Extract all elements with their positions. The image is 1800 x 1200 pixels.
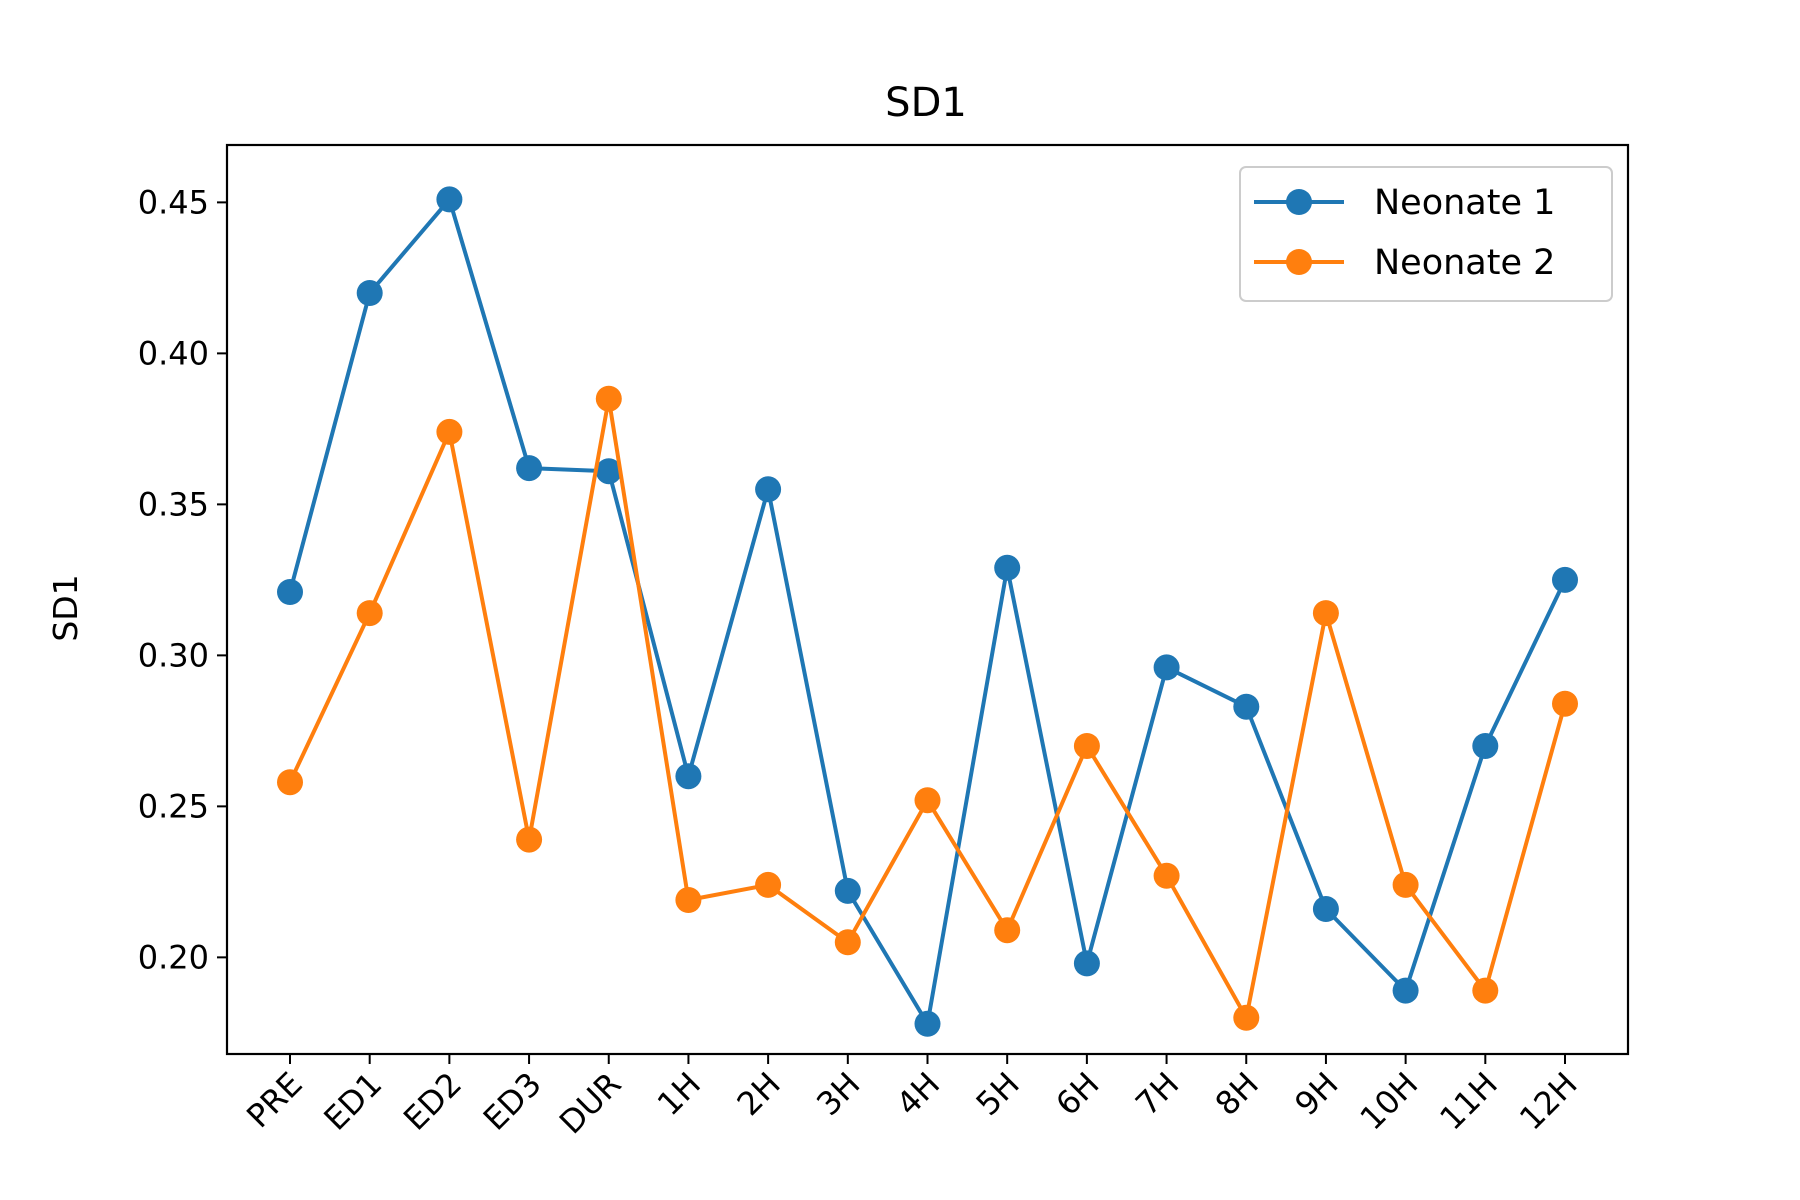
legend-marker — [1286, 189, 1312, 215]
y-tick-label: 0.25 — [138, 787, 209, 825]
data-point — [994, 917, 1021, 944]
data-point — [675, 763, 702, 790]
data-point — [1552, 690, 1578, 717]
data-point — [356, 600, 383, 627]
y-tick-label: 0.35 — [138, 485, 209, 523]
data-point — [595, 385, 622, 412]
data-point — [1472, 977, 1499, 1004]
y-axis-label: SD1 — [46, 574, 85, 641]
y-tick-label: 0.30 — [138, 636, 209, 674]
data-point — [994, 554, 1021, 581]
data-point — [1073, 950, 1100, 977]
legend-marker — [1286, 249, 1312, 275]
data-point — [1153, 862, 1180, 889]
data-point — [516, 826, 543, 853]
data-point — [277, 579, 303, 605]
data-point — [834, 877, 861, 904]
data-point — [356, 280, 383, 306]
data-point — [1552, 566, 1578, 593]
y-tick-label: 0.45 — [138, 183, 209, 221]
data-point — [834, 929, 861, 956]
data-point — [1312, 600, 1339, 627]
data-point — [1392, 871, 1419, 898]
data-point — [755, 476, 782, 503]
data-point — [914, 1010, 941, 1037]
data-point — [755, 871, 782, 898]
data-point — [1312, 896, 1339, 922]
data-point — [436, 418, 463, 445]
legend-label: Neonate 2 — [1374, 243, 1555, 283]
data-point — [1233, 1004, 1260, 1031]
data-point — [1472, 733, 1499, 759]
data-point — [1073, 733, 1100, 759]
data-point — [914, 787, 941, 814]
data-point — [675, 887, 702, 913]
data-point — [436, 186, 463, 213]
data-point — [1233, 693, 1260, 720]
legend-label: Neonate 1 — [1374, 183, 1555, 223]
y-tick-label: 0.40 — [138, 334, 209, 372]
data-point — [1392, 977, 1419, 1004]
data-point — [516, 455, 543, 482]
plot-area: 0.20 0.25 0.30 0.35 0.40 0.45 — [138, 143, 1630, 1064]
data-point — [277, 769, 303, 796]
legend: Neonate 1 Neonate 2 — [1239, 166, 1613, 302]
data-point — [1153, 654, 1180, 681]
y-tick-label: 0.20 — [138, 938, 209, 976]
data-point — [595, 458, 622, 485]
chart-title: SD1 — [885, 80, 967, 126]
